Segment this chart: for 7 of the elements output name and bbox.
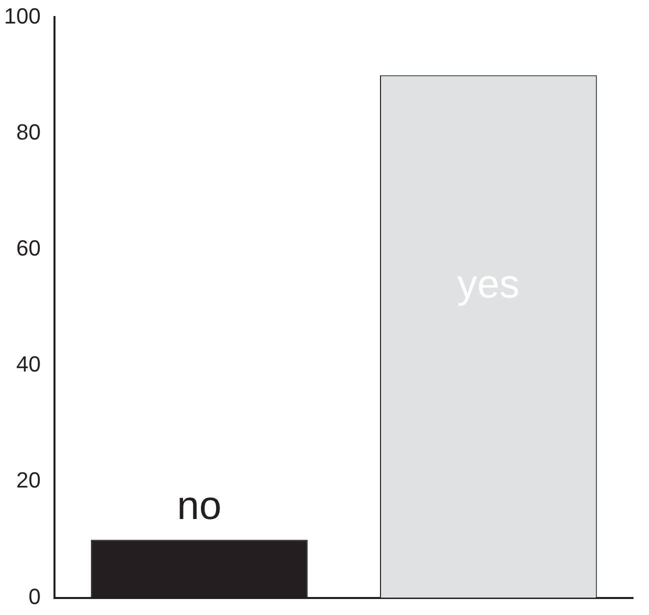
y-tick-label: 100	[4, 3, 41, 28]
y-tick-label: 80	[16, 119, 41, 144]
y-tick-label: 60	[16, 236, 41, 261]
x-tick-label: no	[177, 484, 222, 528]
y-tick-label: 20	[16, 468, 41, 493]
y-tick-label: 0	[28, 584, 41, 609]
y-tick-label: 40	[16, 352, 41, 377]
